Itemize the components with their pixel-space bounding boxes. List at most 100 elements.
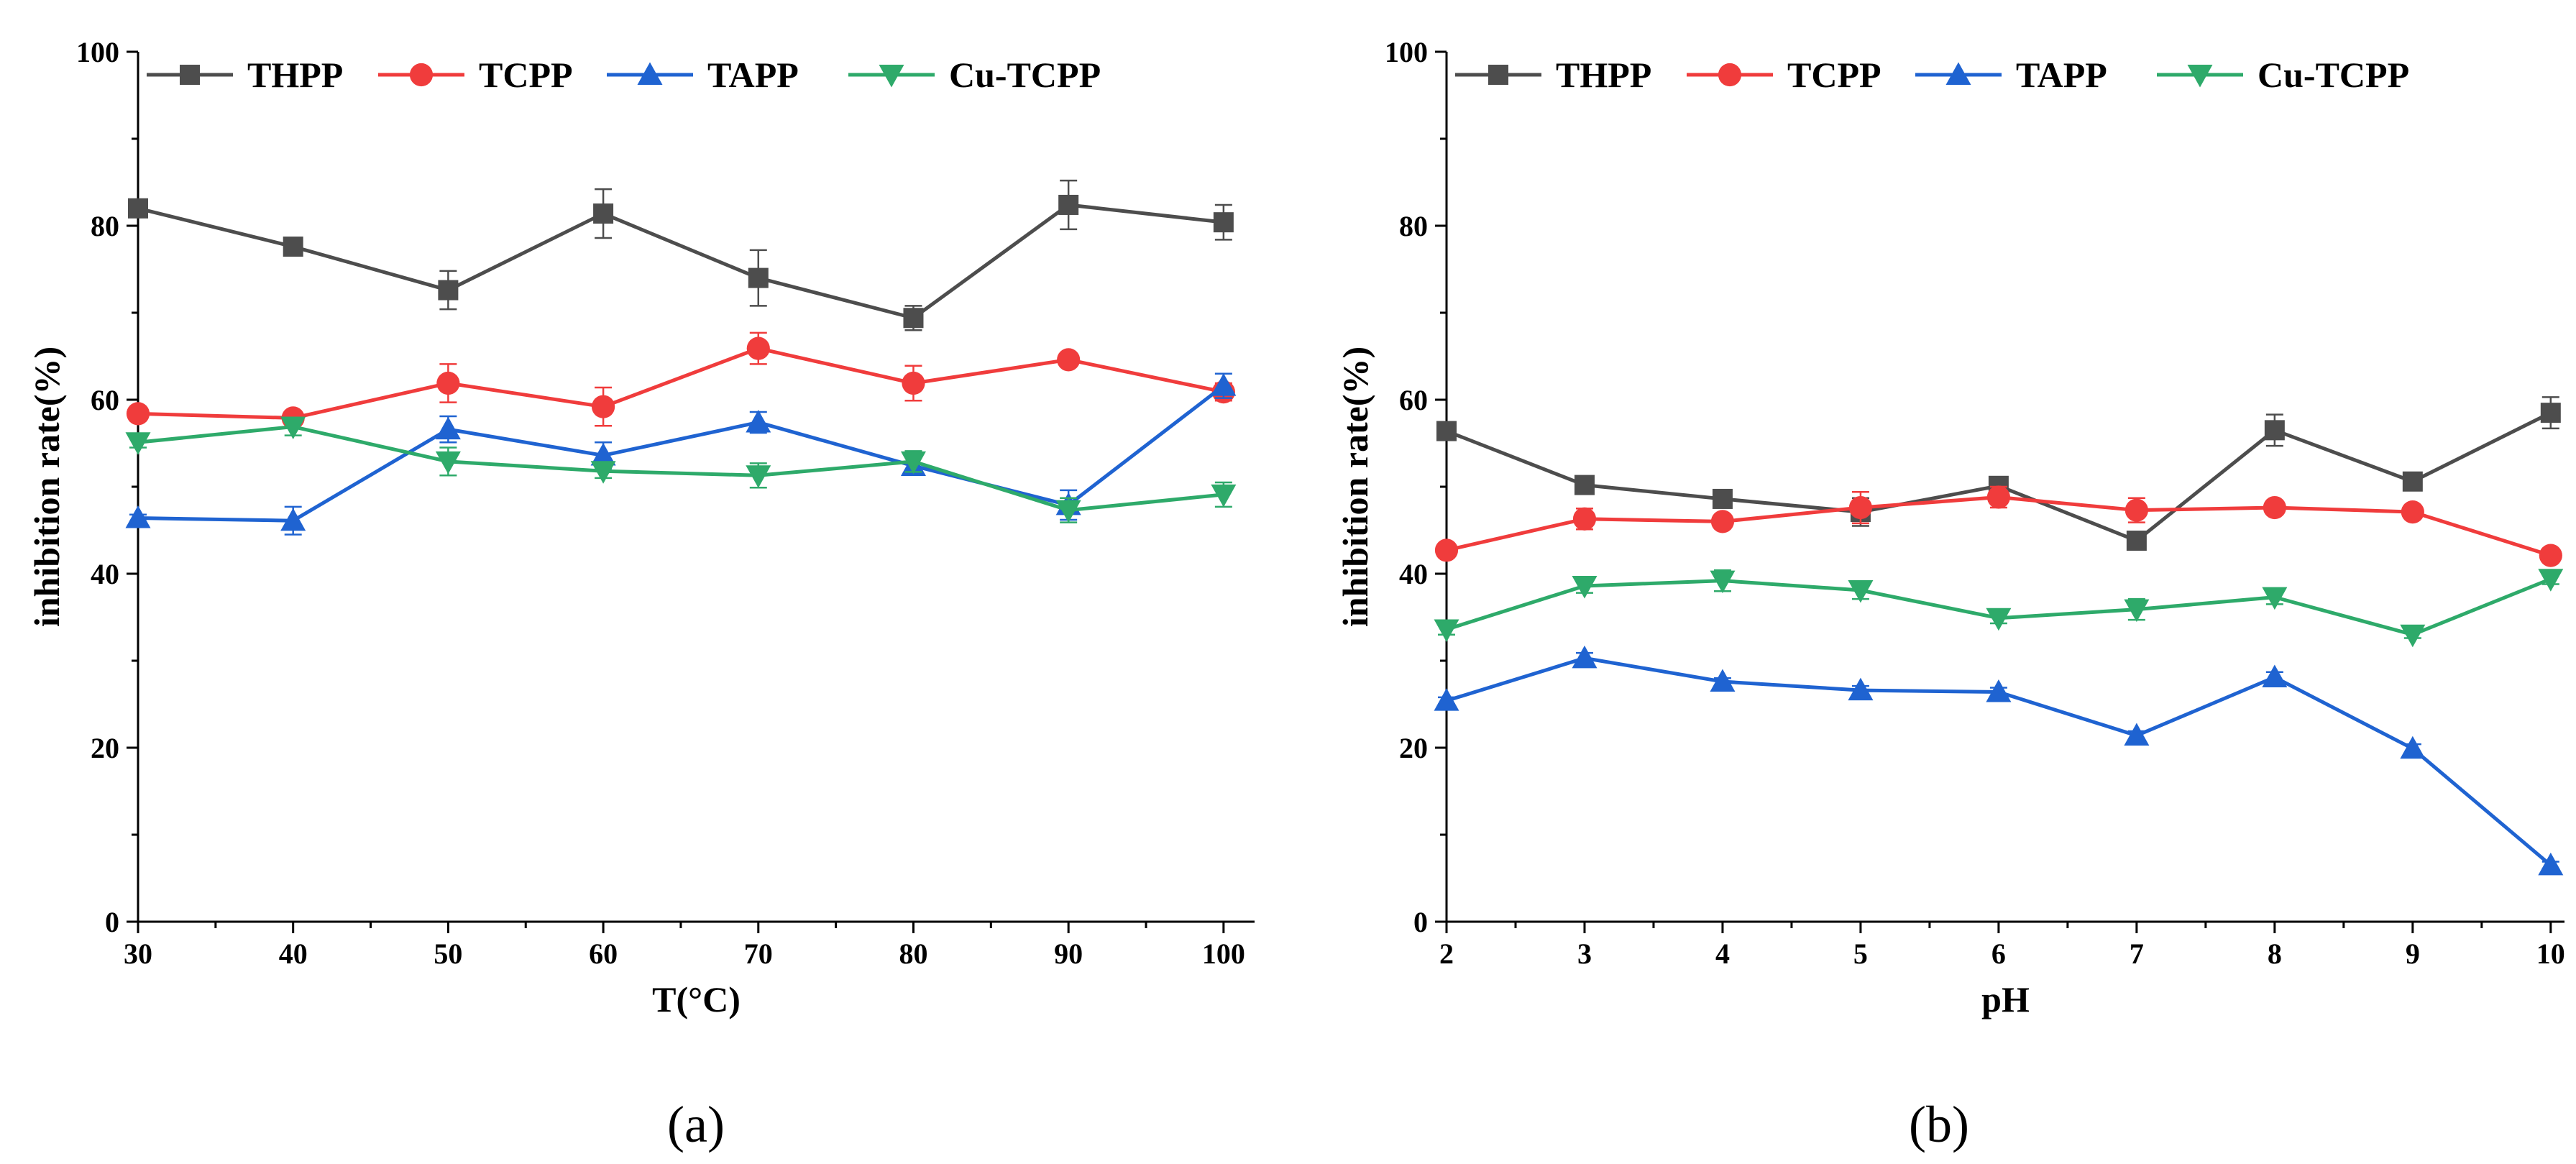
b-y-axis-title: inhibition rate(%) xyxy=(1335,347,1375,627)
b-x-tick-label: 9 xyxy=(2406,938,2420,970)
b-tapp-point xyxy=(2262,664,2288,687)
a-thpp-point xyxy=(438,280,459,301)
b-cu-tcpp-point xyxy=(1986,608,2012,631)
b-y-tick-label: 80 xyxy=(1399,210,1428,242)
b-tapp-point xyxy=(1434,688,1459,711)
b-y-tick-label: 60 xyxy=(1399,384,1428,416)
a-legend-marker-tcpp xyxy=(409,63,434,87)
b-tcpp-point xyxy=(1434,539,1459,562)
panel-a-temperature-chart: 0 20 40 60 80 100 30 40 50 60 70 80 90 100 T(°C) inhibi… xyxy=(27,36,1255,1153)
a-thpp-line xyxy=(137,203,1224,320)
b-thpp-point xyxy=(2126,531,2147,551)
a-legend: THPP TCPP TAPP Cu-TCPP xyxy=(147,55,1101,95)
b-x-tick-label: 3 xyxy=(1577,938,1592,970)
b-tcpp-point xyxy=(2263,495,2286,520)
a-x-tick-label: 50 xyxy=(434,938,462,970)
a-series-cu-tcpp xyxy=(125,416,1237,523)
b-tapp-point xyxy=(1986,679,2012,702)
a-series-tcpp xyxy=(126,331,1235,430)
b-cu-tcpp-point xyxy=(1710,570,1736,594)
b-tcpp-point xyxy=(1572,507,1597,531)
a-tapp-point xyxy=(125,505,151,528)
b-legend-marker-tcpp xyxy=(1718,63,1742,87)
b-x-tick-label: 8 xyxy=(2268,938,2282,970)
b-tcpp-point xyxy=(2124,498,2148,522)
a-tcpp-point xyxy=(591,395,615,418)
a-tapp-line xyxy=(137,384,1225,523)
b-cu-tcpp-point xyxy=(2538,569,2564,592)
a-tcpp-point xyxy=(126,402,150,426)
a-tcpp-point xyxy=(1057,348,1081,372)
a-y-tick-label: 0 xyxy=(105,906,119,938)
b-panel-label: (b) xyxy=(1909,1096,1969,1153)
a-x-tick-label: 30 xyxy=(124,938,152,970)
a-series-thpp xyxy=(128,179,1234,331)
a-y-tick-label: 40 xyxy=(91,558,119,590)
a-legend-marker-thpp xyxy=(180,65,200,85)
a-thpp-point xyxy=(1058,194,1079,215)
b-tcpp-point xyxy=(1986,485,2011,509)
a-y-tick-label: 20 xyxy=(91,732,119,764)
a-tcpp-point xyxy=(746,336,770,360)
a-tcpp-line xyxy=(137,347,1224,420)
a-legend-marker-tapp xyxy=(637,62,663,85)
b-legend-label-tcpp: TCPP xyxy=(1787,55,1881,95)
b-thpp-point xyxy=(2540,403,2561,423)
a-tapp-point xyxy=(1211,373,1237,396)
b-legend-marker-tapp xyxy=(1945,62,1971,85)
b-y-tick-label: 40 xyxy=(1399,558,1428,590)
b-cu-tcpp-point xyxy=(2124,599,2150,623)
b-tcpp-point xyxy=(1848,495,1873,520)
a-x-tick-label: 40 xyxy=(279,938,308,970)
b-thpp-point xyxy=(1436,421,1457,441)
b-legend-label-thpp: THPP xyxy=(1556,55,1651,95)
b-cu-tcpp-point xyxy=(1848,579,1874,603)
b-legend-marker-thpp xyxy=(1488,65,1508,85)
b-series-tcpp xyxy=(1434,485,2562,567)
b-series-thpp xyxy=(1436,396,2561,551)
b-thpp-point xyxy=(1712,488,1733,509)
a-tcpp-point xyxy=(436,371,460,395)
a-x-tick-label: 60 xyxy=(589,938,618,970)
b-x-axis-title: pH xyxy=(1981,979,2030,1019)
a-cu-tcpp-point xyxy=(746,465,771,488)
b-tapp-point xyxy=(1848,677,1874,701)
b-legend-marker-cu-tcpp xyxy=(2187,65,2213,88)
b-y-tick-label: 100 xyxy=(1385,36,1428,68)
b-tapp-point xyxy=(2538,852,2564,876)
b-series-tapp xyxy=(1434,645,2564,876)
b-tapp-point xyxy=(2400,735,2426,759)
b-tapp-point xyxy=(1710,669,1736,692)
a-legend-label-tapp: TAPP xyxy=(707,55,799,95)
b-series-cu-tcpp xyxy=(1434,569,2564,648)
a-y-axis-title: inhibition rate(%) xyxy=(27,347,67,627)
a-cu-tcpp-point xyxy=(280,416,306,440)
b-x-tick-label: 7 xyxy=(2130,938,2144,970)
a-thpp-point xyxy=(283,237,303,257)
a-cu-tcpp-point xyxy=(1211,484,1237,508)
a-tapp-point xyxy=(746,409,771,433)
a-thpp-point xyxy=(128,198,148,219)
a-y-tick-label: 100 xyxy=(76,36,119,68)
b-tapp-point xyxy=(1572,645,1598,669)
a-tapp-point xyxy=(280,508,306,531)
b-y-tick-label: 0 xyxy=(1413,906,1428,938)
b-thpp-point xyxy=(2264,420,2285,441)
b-legend-label-tapp: TAPP xyxy=(2016,55,2107,95)
b-x-tick-label: 2 xyxy=(1439,938,1454,970)
a-panel-label: (a) xyxy=(667,1096,725,1153)
a-cu-tcpp-point xyxy=(590,461,616,484)
a-x-axis-title: T(°C) xyxy=(652,979,741,1019)
a-tcpp-point xyxy=(902,371,925,395)
b-tapp-point xyxy=(2124,723,2150,746)
b-legend: THPP TCPP TAPP Cu-TCPP xyxy=(1455,55,2409,95)
a-thpp-point xyxy=(903,308,924,329)
b-y-tick-label: 20 xyxy=(1399,732,1428,764)
b-cu-tcpp-point xyxy=(1572,575,1598,599)
b-tcpp-point xyxy=(2401,500,2424,524)
a-cu-tcpp-point xyxy=(435,451,461,475)
a-x-tick-label: 80 xyxy=(899,938,927,970)
a-cu-tcpp-point xyxy=(900,451,926,475)
a-thpp-point xyxy=(1213,212,1234,233)
